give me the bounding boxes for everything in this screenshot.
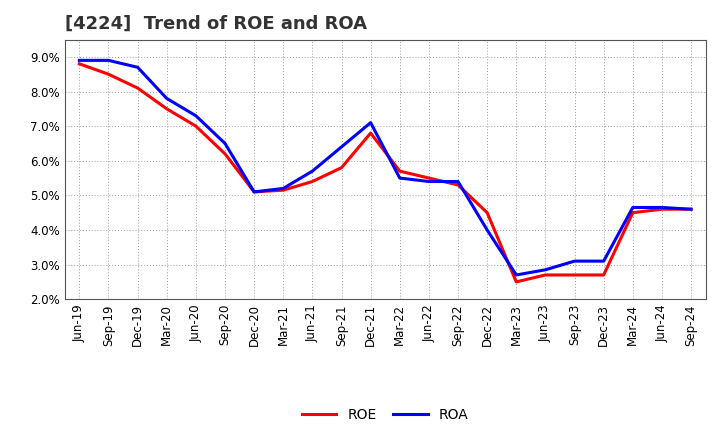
ROA: [308, 169, 317, 174]
ROE: [279, 187, 287, 193]
ROA: [192, 113, 200, 118]
Text: [4224]  Trend of ROE and ROA: [4224] Trend of ROE and ROA: [65, 15, 366, 33]
ROA: [250, 189, 258, 194]
ROA: [657, 205, 666, 210]
ROE: [104, 72, 113, 77]
ROE: [483, 210, 492, 215]
Line: ROA: ROA: [79, 60, 691, 275]
ROA: [75, 58, 84, 63]
ROA: [454, 179, 462, 184]
ROE: [512, 279, 521, 285]
ROE: [687, 206, 696, 212]
ROA: [599, 258, 608, 264]
ROE: [629, 210, 637, 215]
ROA: [366, 120, 375, 125]
ROA: [395, 176, 404, 181]
ROE: [75, 61, 84, 66]
ROA: [279, 186, 287, 191]
ROA: [425, 179, 433, 184]
ROE: [657, 206, 666, 212]
ROA: [570, 258, 579, 264]
Line: ROE: ROE: [79, 64, 691, 282]
ROE: [133, 85, 142, 91]
ROA: [133, 65, 142, 70]
ROE: [570, 272, 579, 278]
ROA: [163, 96, 171, 101]
ROE: [599, 272, 608, 278]
ROE: [395, 169, 404, 174]
ROA: [512, 272, 521, 278]
Legend: ROE, ROA: ROE, ROA: [296, 402, 474, 427]
ROE: [250, 189, 258, 194]
ROE: [163, 106, 171, 111]
ROE: [192, 124, 200, 129]
ROE: [220, 151, 229, 157]
ROA: [104, 58, 113, 63]
ROA: [483, 227, 492, 233]
ROE: [308, 179, 317, 184]
ROA: [220, 141, 229, 146]
ROA: [687, 206, 696, 212]
ROA: [629, 205, 637, 210]
ROA: [541, 267, 550, 272]
ROE: [454, 182, 462, 187]
ROE: [425, 176, 433, 181]
ROE: [541, 272, 550, 278]
ROA: [337, 144, 346, 150]
ROE: [366, 130, 375, 136]
ROE: [337, 165, 346, 170]
